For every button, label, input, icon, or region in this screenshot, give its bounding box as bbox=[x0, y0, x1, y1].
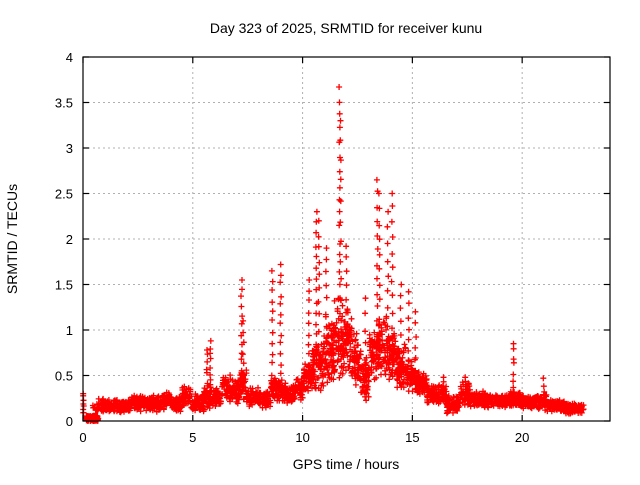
x-tick-label: 20 bbox=[515, 430, 529, 445]
y-tick-label: 2.5 bbox=[55, 187, 73, 202]
y-tick-label: 0 bbox=[66, 414, 73, 429]
x-tick-label: 15 bbox=[405, 430, 419, 445]
scatter-points-srmtid bbox=[80, 84, 587, 424]
tick-mark-layer bbox=[82, 56, 610, 422]
tick-label-layer: 0 5 10 15 20 0 0.5 1 1.5 2 2.5 3 3.5 4 bbox=[55, 50, 529, 445]
y-tick-label: 3.5 bbox=[55, 96, 73, 111]
grid-layer bbox=[83, 57, 610, 421]
y-tick-label: 1.5 bbox=[55, 278, 73, 293]
y-tick-label: 2 bbox=[66, 232, 73, 247]
x-tick-label: 10 bbox=[295, 430, 309, 445]
y-tick-label: 4 bbox=[66, 50, 73, 65]
data-points-layer bbox=[80, 84, 587, 424]
y-axis-label: SRMTID / TECUs bbox=[4, 184, 20, 294]
y-tick-label: 1 bbox=[66, 323, 73, 338]
y-tick-label: 0.5 bbox=[55, 369, 73, 384]
y-tick-label: 3 bbox=[66, 141, 73, 156]
x-tick-label: 0 bbox=[79, 430, 86, 445]
chart-title: Day 323 of 2025, SRMTID for receiver kun… bbox=[210, 20, 482, 36]
x-axis-label: GPS time / hours bbox=[293, 456, 400, 472]
x-tick-label: 5 bbox=[189, 430, 196, 445]
